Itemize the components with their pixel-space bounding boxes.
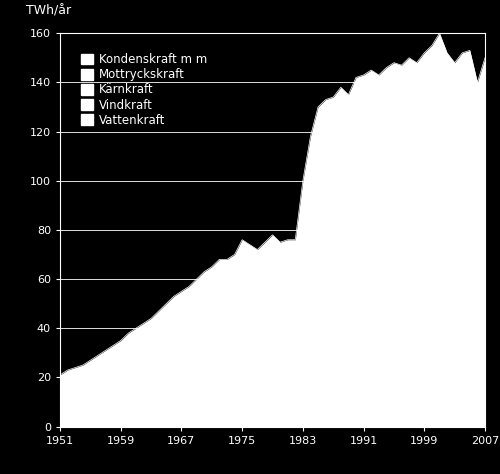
Legend: Kondenskraft m m, Mottryckskraft, Kärnkraft, Vindkraft, Vattenkraft: Kondenskraft m m, Mottryckskraft, Kärnkr… (78, 51, 210, 129)
Text: TWh/år: TWh/år (26, 4, 71, 18)
